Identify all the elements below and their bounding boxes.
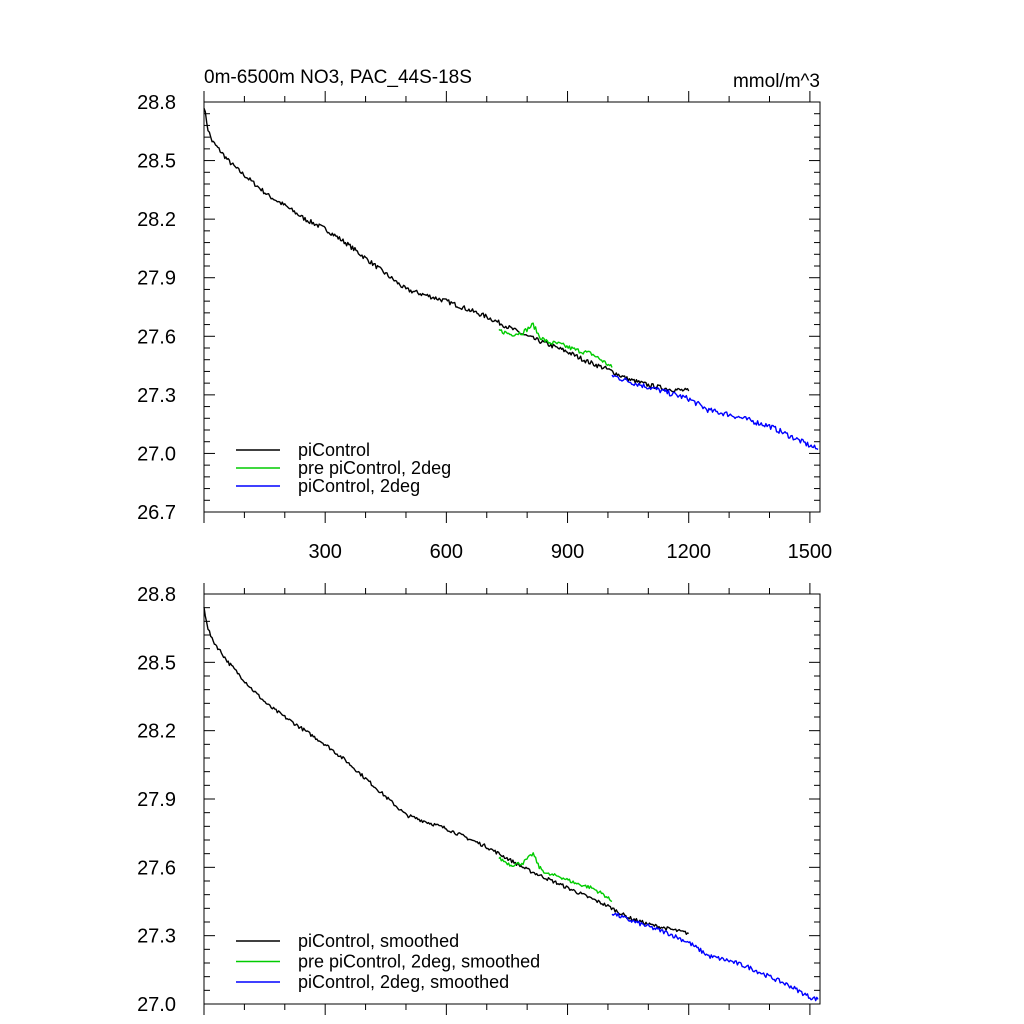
y-tick-label: 26.7 [137,502,176,524]
y-tick-label: 27.9 [137,789,176,811]
legend-label: piControl, 2deg, smoothed [298,972,509,992]
y-tick-label: 27.3 [137,385,176,407]
y-tick-label: 27.6 [137,857,176,879]
y-tick-label: 28.5 [137,652,176,674]
units-label: mmol/m^3 [733,71,820,92]
legend-label: piControl [298,440,370,460]
legend-label: piControl, 2deg [298,476,420,496]
y-tick-label: 28.8 [137,584,176,606]
bottom-panel: 27.0 27.3 27.6 27.9 28.2 28.5 28.8 piControl, s… [137,583,821,1016]
chart-title: 0m-6500m NO3, PAC_44S-18S [204,67,472,88]
x-tick-label: 600 [430,541,463,563]
y-tick-label: 28.8 [137,92,176,114]
series-line [203,107,690,393]
y-tick-label: 27.0 [137,994,176,1016]
x-tick-label: 300 [308,541,341,563]
x-tick-label: 1500 [788,541,833,563]
plot-frame [203,101,821,513]
y-tick-label: 27.3 [137,926,176,948]
x-tick-label: 1200 [666,541,711,563]
series-line [498,852,613,903]
y-tick-label: 28.2 [137,721,176,743]
series-line [203,606,689,935]
legend-label: piControl, smoothed [298,931,459,951]
plot-frame [203,593,821,1005]
x-tick-label: 900 [551,541,584,563]
series-line [611,912,819,1002]
series-line [611,374,819,451]
y-tick-label: 27.9 [137,268,176,290]
series-line [498,322,613,368]
y-tick-label: 27.6 [137,326,176,348]
y-tick-label: 27.0 [137,443,176,465]
top-panel: 26.7 27.0 27.3 27.6 27.9 28.2 28.5 28.8 300 600 90… [137,91,832,563]
legend-label: pre piControl, 2deg, smoothed [298,952,540,972]
y-tick-label: 28.5 [137,151,176,173]
y-tick-label: 28.2 [137,209,176,231]
legend-label: pre piControl, 2deg [298,458,451,478]
